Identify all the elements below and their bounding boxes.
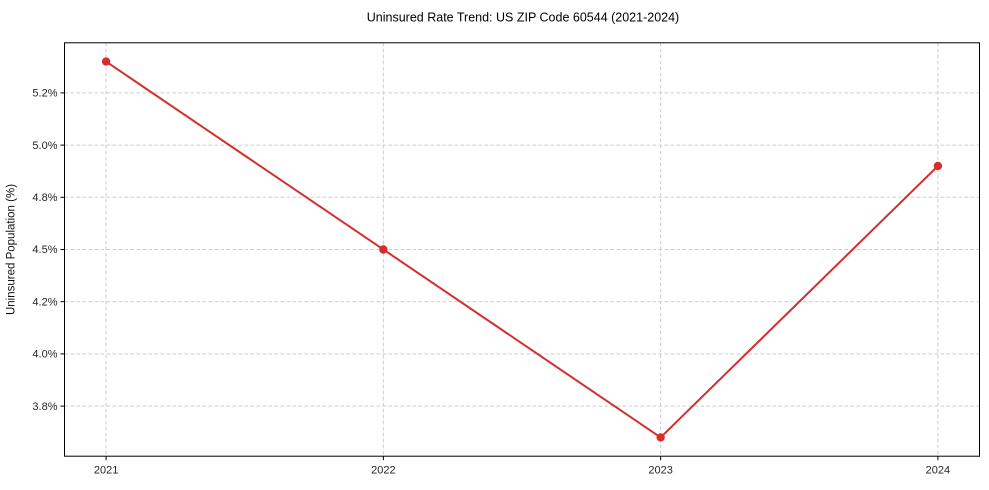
grid-layer <box>64 42 980 457</box>
y-tick-label: 4.8% <box>32 192 57 204</box>
data-point-2022 <box>379 245 388 254</box>
data-point-2024 <box>933 161 943 171</box>
x-tick-label: 2023 <box>648 465 672 477</box>
chart-title: Uninsured Rate Trend: US ZIP Code 60544 … <box>367 11 679 25</box>
tick-layer: 3.8% 4.0% 4.2% 4.5% 4.8% 5.0% 5.2% 2021 2022 2023… <box>32 88 950 477</box>
x-tick-label: 2021 <box>94 465 118 477</box>
series-layer <box>101 57 943 442</box>
trend-line <box>105 60 939 439</box>
y-tick-label: 5.0% <box>32 140 57 152</box>
y-tick-label: 4.2% <box>32 296 57 308</box>
x-tick-label: 2024 <box>926 465 950 477</box>
y-tick-label: 3.8% <box>32 401 57 413</box>
data-point-2023 <box>656 433 665 442</box>
y-tick-label: 4.5% <box>32 244 57 256</box>
y-tick-label: 4.0% <box>32 349 57 361</box>
x-tick-label: 2022 <box>371 465 395 477</box>
y-axis-label: Uninsured Population (%) <box>6 184 18 315</box>
y-tick-label: 5.2% <box>32 88 57 100</box>
data-point-2021 <box>101 57 111 66</box>
